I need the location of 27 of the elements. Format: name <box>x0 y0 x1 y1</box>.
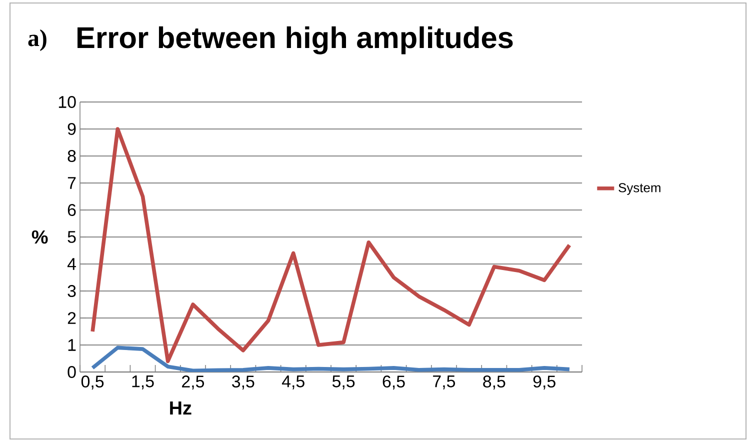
x-tick-label: 9,5 <box>533 376 556 390</box>
y-tick-label: 4 <box>67 258 76 270</box>
x-tick-label: 6,5 <box>382 376 405 390</box>
x-tick-label: 3,5 <box>232 376 254 390</box>
y-tick-label: 2 <box>68 312 76 324</box>
x-tick-label: 4,5 <box>282 376 304 390</box>
x-tick-label: 2,5 <box>182 376 204 390</box>
x-tick-label: 7,5 <box>433 376 456 390</box>
legend-label: System <box>618 183 660 195</box>
x-axis-title: Hz <box>170 402 192 415</box>
x-tick-label: 5,5 <box>332 376 355 390</box>
y-tick-label: 7 <box>68 177 76 189</box>
y-tick-label: 8 <box>68 150 76 162</box>
text: a) <box>28 29 46 52</box>
x-tick-label: 1,5 <box>132 376 154 390</box>
y-tick-label: 0 <box>68 366 76 378</box>
x-tick-label: 8,5 <box>483 376 506 390</box>
y-tick-label: 9 <box>68 123 76 135</box>
y-tick-label: 10 <box>58 96 76 108</box>
y-tick-label: 6 <box>68 204 76 216</box>
y-tick-label: 3 <box>68 285 76 297</box>
line-series <box>90 127 572 364</box>
chart-title: Error between high amplitudes <box>78 26 513 54</box>
y-axis-title: % <box>32 230 48 244</box>
y-tick-label: 1 <box>68 339 76 351</box>
y-tick-label: 5 <box>68 231 76 243</box>
x-tick-label: 0,5 <box>81 376 104 390</box>
